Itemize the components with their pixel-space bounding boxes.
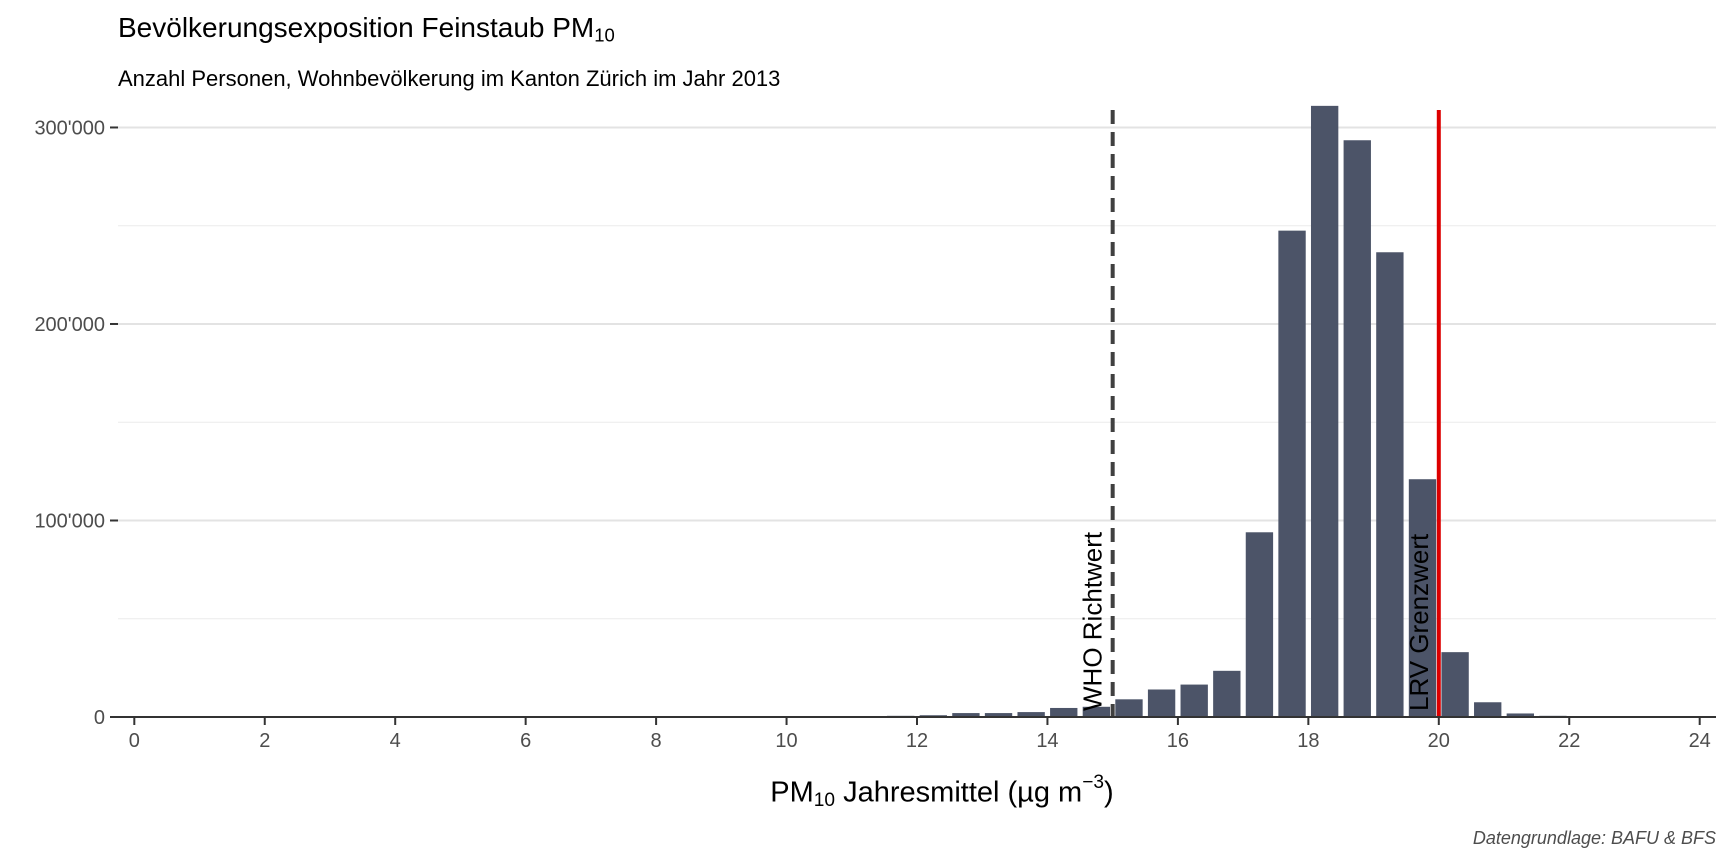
histogram-bar bbox=[1213, 670, 1241, 717]
histogram-bar bbox=[984, 713, 1013, 717]
y-tick-label: 100'000 bbox=[34, 510, 105, 532]
histogram-bar bbox=[1050, 707, 1078, 717]
y-tick-label: 0 bbox=[94, 707, 105, 729]
histogram-bar bbox=[1343, 140, 1371, 717]
y-axis-ticks: 0 100'000 200'000 300'000 bbox=[34, 117, 118, 729]
x-tick-label: 16 bbox=[1167, 730, 1189, 752]
histogram-bar bbox=[952, 713, 980, 717]
x-tick-label: 0 bbox=[129, 730, 140, 752]
histogram-bar bbox=[1474, 702, 1502, 717]
histogram-bar bbox=[1082, 706, 1111, 717]
reference-lines: WHO Richtwert LRV Grenzwert bbox=[1078, 110, 1441, 717]
x-tick-label: 22 bbox=[1558, 730, 1580, 752]
x-axis-label: PM10 Jahresmittel (µg m−3) bbox=[770, 772, 1114, 812]
x-tick-label: 6 bbox=[520, 730, 531, 752]
source-caption: Datengrundlage: BAFU & BFS bbox=[1472, 828, 1716, 848]
histogram-bar bbox=[1017, 712, 1045, 717]
x-tick-label: 10 bbox=[775, 730, 797, 752]
histogram-bar bbox=[1245, 532, 1274, 717]
histogram-bar bbox=[1506, 713, 1535, 717]
histogram-bar bbox=[1441, 652, 1469, 717]
x-tick-label: 2 bbox=[259, 730, 270, 752]
x-tick-label: 24 bbox=[1689, 730, 1711, 752]
histogram-bar bbox=[1147, 689, 1176, 717]
x-tick-label: 8 bbox=[651, 730, 662, 752]
chart-title: Bevölkerungsexposition Feinstaub PM10 bbox=[118, 12, 615, 46]
histogram-bar bbox=[1408, 479, 1437, 717]
reference-line-label: LRV Grenzwert bbox=[1404, 533, 1434, 711]
x-tick-label: 20 bbox=[1428, 730, 1450, 752]
major-gridlines bbox=[118, 126, 1716, 522]
chart-subtitle: Anzahl Personen, Wohnbevölkerung im Kant… bbox=[118, 66, 781, 91]
y-tick-label: 200'000 bbox=[34, 314, 105, 336]
x-axis-ticks: 0 2 4 6 8 10 12 14 16 18 20 22 24 bbox=[129, 717, 1711, 752]
histogram-bar bbox=[1310, 105, 1339, 717]
reference-line-label: WHO Richtwert bbox=[1078, 531, 1108, 711]
histogram-bar bbox=[1115, 699, 1143, 717]
minor-gridlines bbox=[118, 225, 1716, 620]
bars bbox=[821, 105, 1567, 718]
x-tick-label: 18 bbox=[1297, 730, 1319, 752]
x-tick-label: 4 bbox=[390, 730, 401, 752]
x-tick-label: 14 bbox=[1036, 730, 1058, 752]
y-tick-label: 300'000 bbox=[34, 117, 105, 139]
histogram-bar bbox=[1180, 684, 1208, 717]
x-tick-label: 12 bbox=[906, 730, 928, 752]
histogram-bar bbox=[1278, 230, 1306, 717]
histogram-bar bbox=[1376, 252, 1404, 717]
